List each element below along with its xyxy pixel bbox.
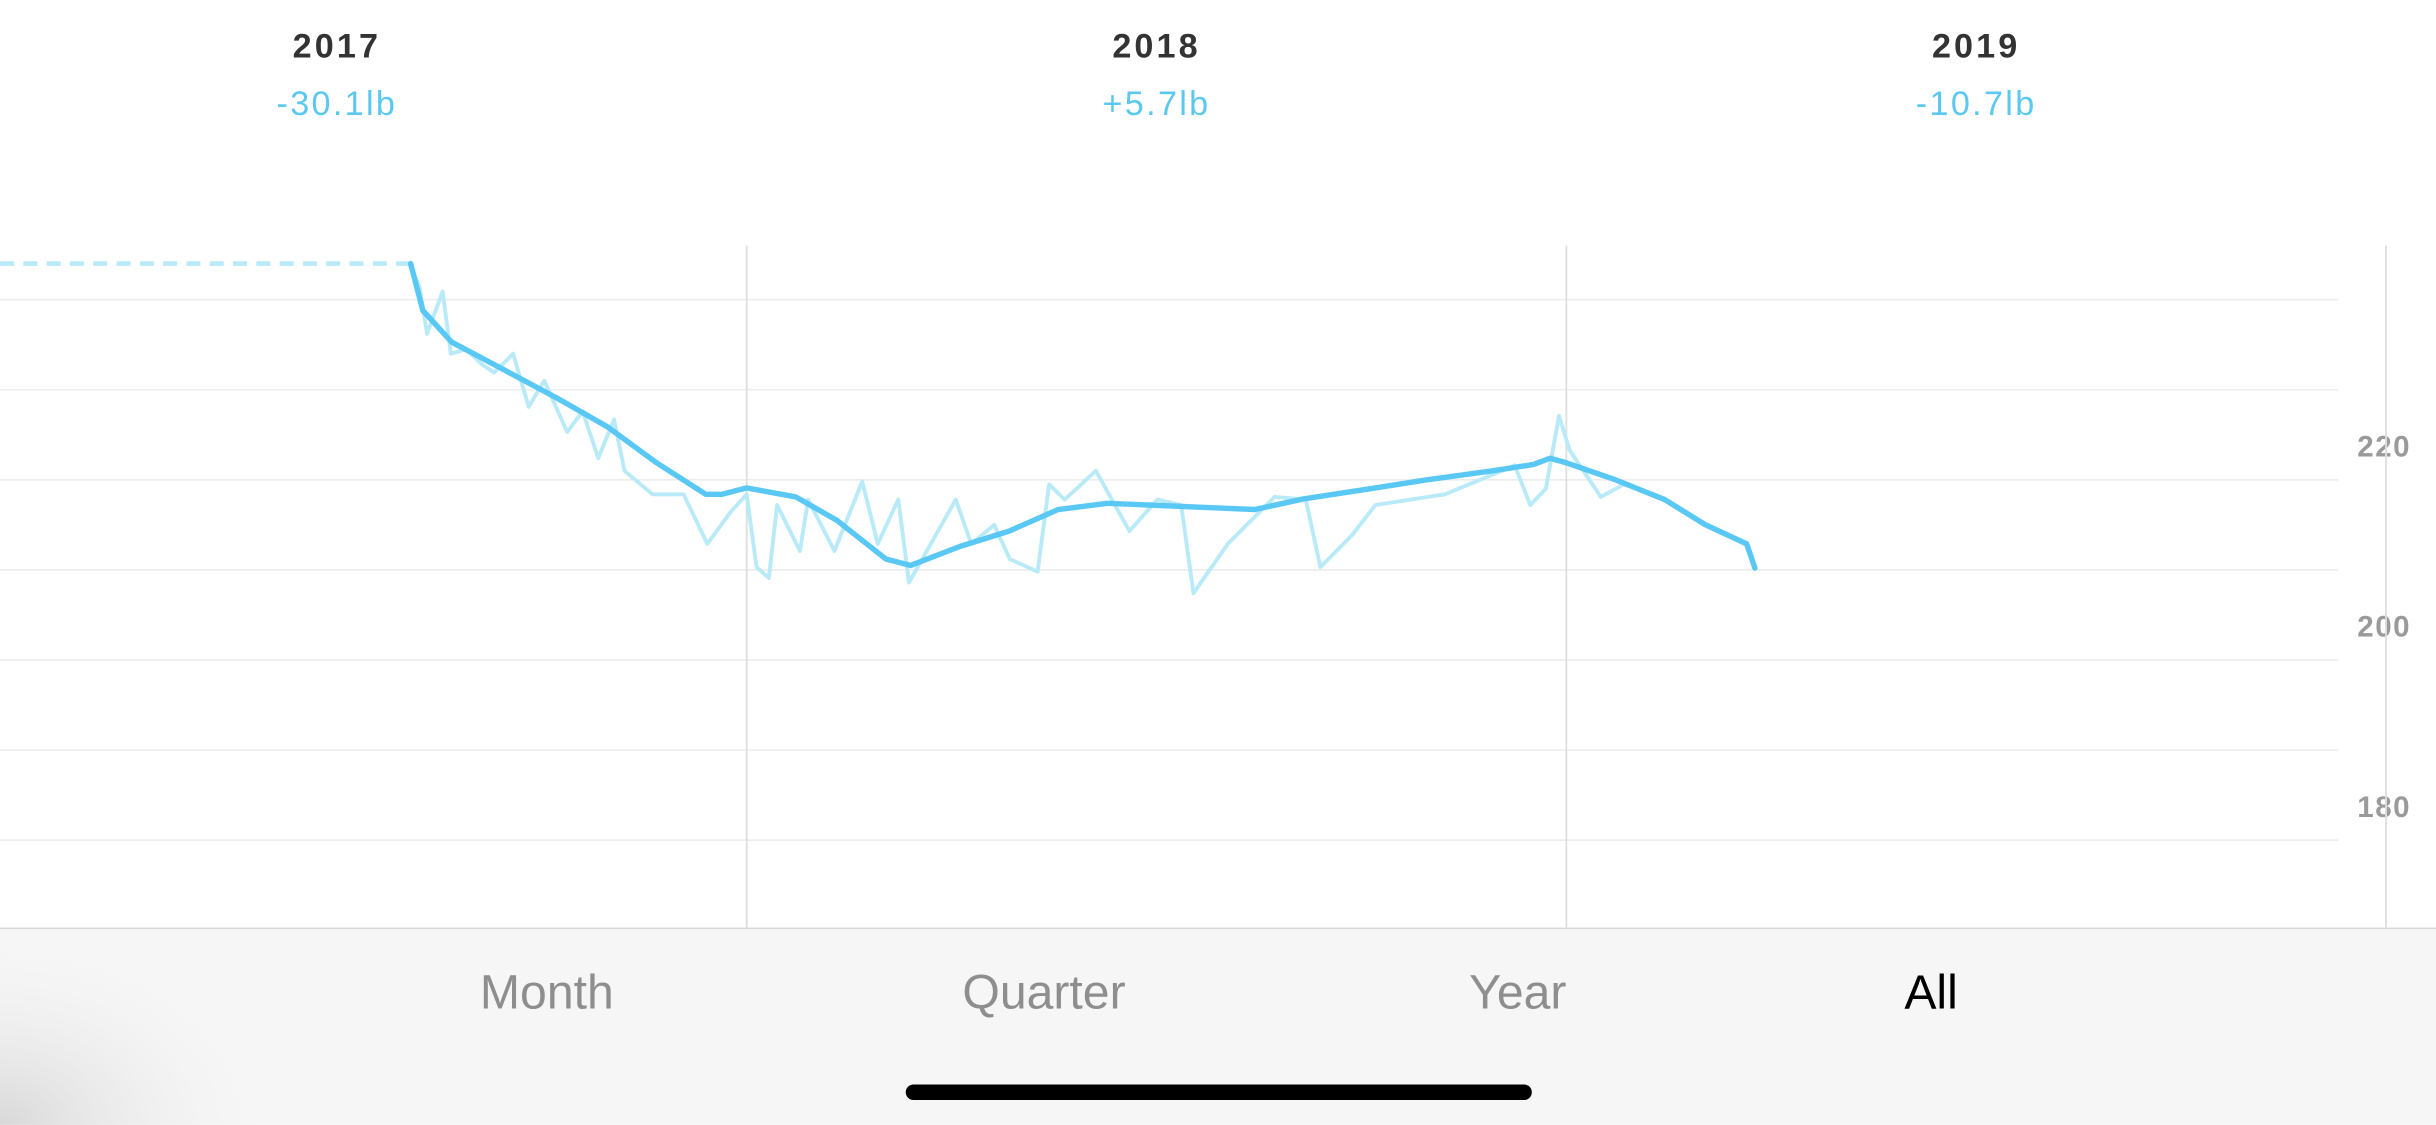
raw-line bbox=[407, 261, 1626, 596]
tab[interactable]: Quarter bbox=[962, 966, 1125, 1020]
year-label: 2017 bbox=[293, 27, 381, 65]
year-label: 2019 bbox=[1932, 27, 2020, 65]
tab[interactable]: Month bbox=[480, 966, 614, 1020]
y-tick-label: 200 bbox=[2357, 611, 2411, 644]
year-label: 2018 bbox=[1112, 27, 1200, 65]
year-change: -10.7lb bbox=[1916, 85, 2037, 123]
tab[interactable]: All bbox=[1904, 966, 1958, 1020]
tab[interactable]: Year bbox=[1469, 966, 1566, 1020]
y-tick-label: 180 bbox=[2357, 791, 2411, 824]
chart: 180 200 220 2017 -30.1lb 2018 +5.7lb 2019 -10.7l… bbox=[0, 27, 2411, 928]
edge-shadow bbox=[0, 927, 280, 1125]
year-change: -30.1lb bbox=[277, 85, 398, 123]
trend-line bbox=[407, 260, 1758, 571]
y-tick-label: 220 bbox=[2357, 431, 2411, 464]
tabs: Month Quarter Year All bbox=[480, 966, 1958, 1020]
home-indicator bbox=[905, 1084, 1532, 1101]
year-change: +5.7lb bbox=[1103, 85, 1211, 123]
